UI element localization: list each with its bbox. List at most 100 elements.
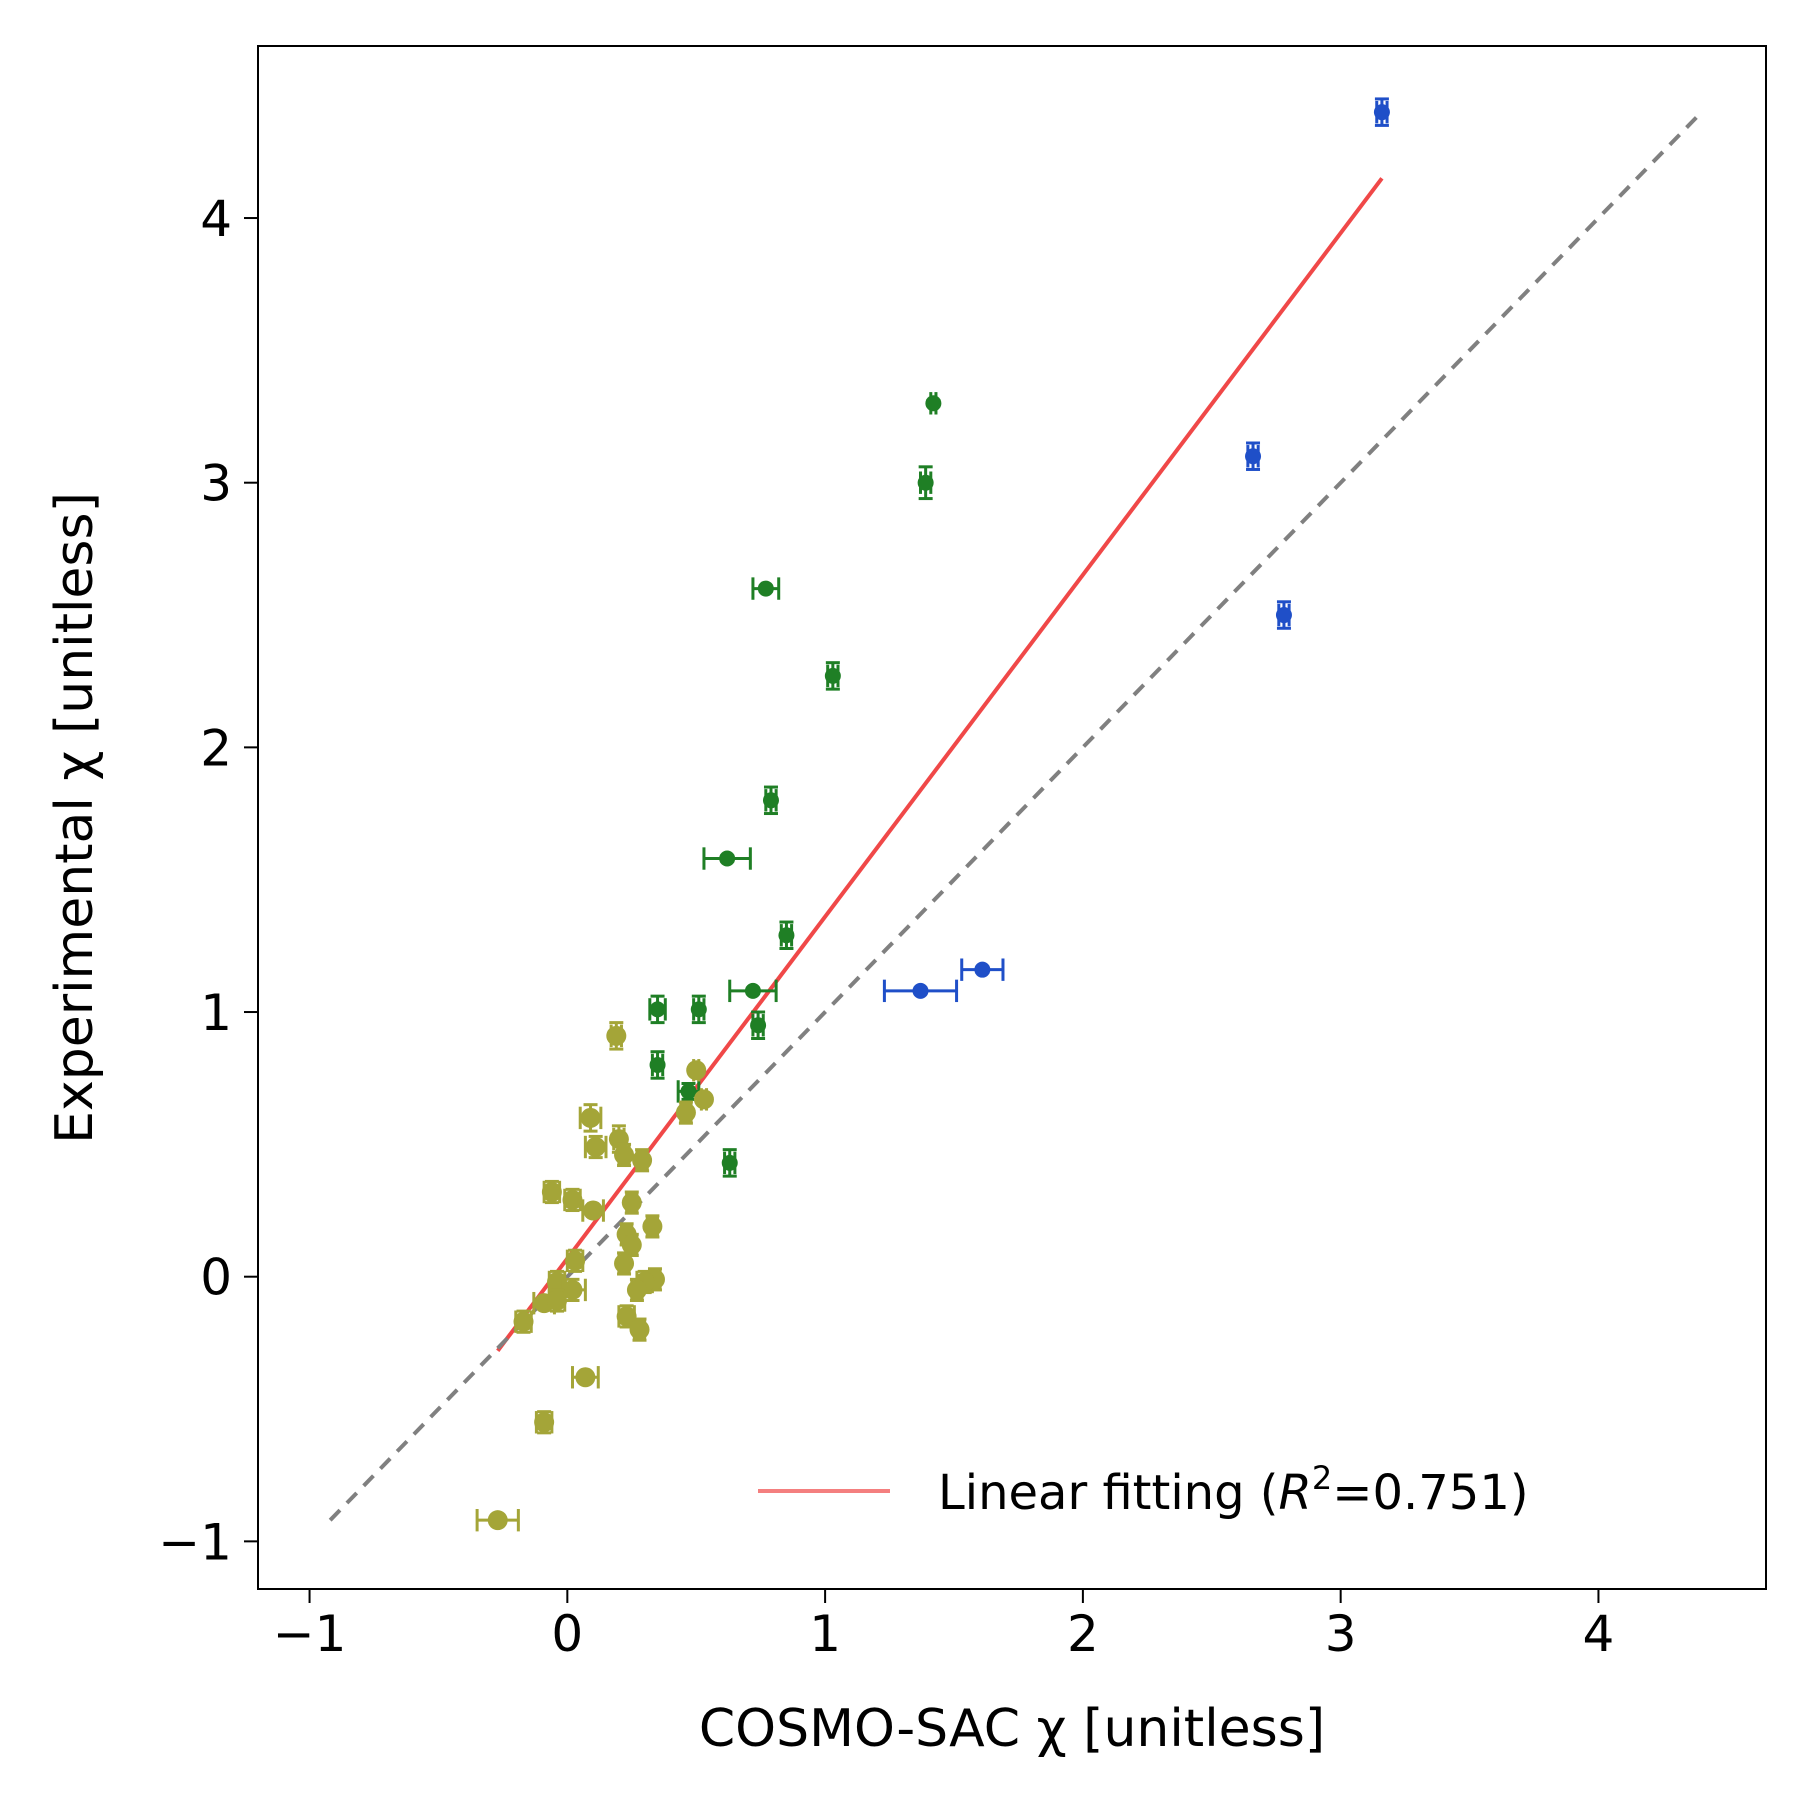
point-marker (487, 1510, 508, 1531)
x-tick-label: 4 (1583, 1605, 1615, 1663)
data-point (675, 1100, 696, 1125)
y-tick-label: 1 (200, 984, 232, 1042)
data-point (917, 465, 934, 501)
data-point (824, 661, 841, 691)
series-2 (648, 392, 942, 1178)
legend-r-symbol: R (1279, 1465, 1312, 1521)
data-point (541, 1179, 562, 1205)
data-point (626, 1277, 647, 1303)
x-tick-label: 2 (1067, 1605, 1099, 1663)
y-tick-label: 2 (200, 719, 232, 777)
point-marker (621, 1234, 642, 1255)
data-points (475, 97, 1390, 1532)
point-marker (680, 1083, 697, 1100)
data-point (606, 1021, 627, 1051)
y-tick-label: 4 (200, 190, 232, 248)
point-marker (974, 961, 991, 978)
point-marker (757, 580, 774, 597)
series-3 (475, 1021, 714, 1532)
x-axis-ticks: −1 0 1 2 3 4 (273, 1589, 1615, 1663)
point-marker (562, 1279, 583, 1300)
data-point (570, 1366, 600, 1389)
data-point (676, 1080, 701, 1103)
data-point (614, 1142, 635, 1168)
point-marker (513, 1311, 534, 1332)
data-point (693, 1088, 714, 1111)
y-tick-label: 0 (200, 1249, 232, 1307)
x-tick-label: 0 (551, 1605, 583, 1663)
point-marker (614, 1253, 635, 1274)
data-point (475, 1508, 520, 1532)
data-point (632, 1148, 653, 1173)
data-point (728, 979, 778, 1003)
point-marker (632, 1150, 653, 1171)
point-marker (824, 667, 841, 684)
y-tick-label: −1 (158, 1513, 232, 1571)
data-point (762, 785, 779, 816)
series-1 (882, 97, 1390, 1003)
point-marker (534, 1412, 555, 1433)
x-tick-label: 1 (809, 1605, 841, 1663)
point-marker (626, 1279, 647, 1300)
x-tick-label: 3 (1325, 1605, 1357, 1663)
data-point (960, 958, 1005, 981)
point-marker (575, 1367, 596, 1388)
point-marker (912, 982, 929, 999)
point-marker (547, 1271, 568, 1292)
data-point (1245, 441, 1262, 471)
point-marker (616, 1306, 637, 1327)
data-point (1373, 97, 1390, 127)
point-marker (1245, 448, 1262, 465)
point-marker (642, 1216, 663, 1237)
data-point (562, 1187, 583, 1213)
point-marker (565, 1250, 586, 1271)
point-marker (541, 1182, 562, 1203)
data-point (751, 577, 781, 600)
data-point (649, 1050, 666, 1080)
point-marker (585, 1137, 606, 1158)
data-point (1275, 600, 1292, 630)
point-marker (686, 1060, 707, 1081)
legend-label-prefix: Linear fitting ( (938, 1465, 1279, 1521)
data-point (629, 1317, 650, 1342)
point-marker (719, 850, 736, 867)
point-marker (744, 982, 761, 999)
y-axis-label: Experimental χ [unitless] (45, 492, 105, 1144)
point-marker (621, 1192, 642, 1213)
point-marker (778, 927, 795, 944)
data-point (925, 392, 942, 415)
point-marker (649, 1056, 666, 1073)
data-point (534, 1410, 555, 1435)
point-marker (693, 1089, 714, 1110)
point-marker (721, 1154, 738, 1171)
data-point (882, 979, 959, 1003)
point-marker (629, 1319, 650, 1340)
data-point (547, 1288, 568, 1313)
legend-label: Linear fitting (R2=0.751) (938, 1459, 1529, 1521)
point-marker (917, 474, 934, 491)
point-marker (925, 395, 942, 412)
data-point (614, 1251, 635, 1276)
point-marker (750, 1017, 767, 1034)
data-point (721, 1148, 738, 1178)
data-point (686, 1059, 707, 1082)
legend-r-value: =0.751) (1332, 1465, 1528, 1521)
x-tick-label: −1 (273, 1605, 347, 1663)
point-marker (675, 1102, 696, 1123)
x-axis-label: COSMO-SAC χ [unitless] (699, 1699, 1325, 1759)
point-marker (614, 1144, 635, 1165)
point-marker (1275, 607, 1292, 624)
point-marker (762, 792, 779, 809)
data-point (578, 1103, 603, 1133)
data-point (642, 1214, 663, 1239)
y-tick-label: 3 (200, 455, 232, 513)
point-marker (547, 1290, 568, 1311)
data-point (778, 920, 795, 951)
data-point (648, 994, 667, 1025)
data-point (621, 1232, 642, 1258)
data-point (702, 847, 752, 870)
point-marker (583, 1200, 604, 1221)
point-marker (606, 1025, 627, 1046)
point-marker (580, 1107, 601, 1128)
